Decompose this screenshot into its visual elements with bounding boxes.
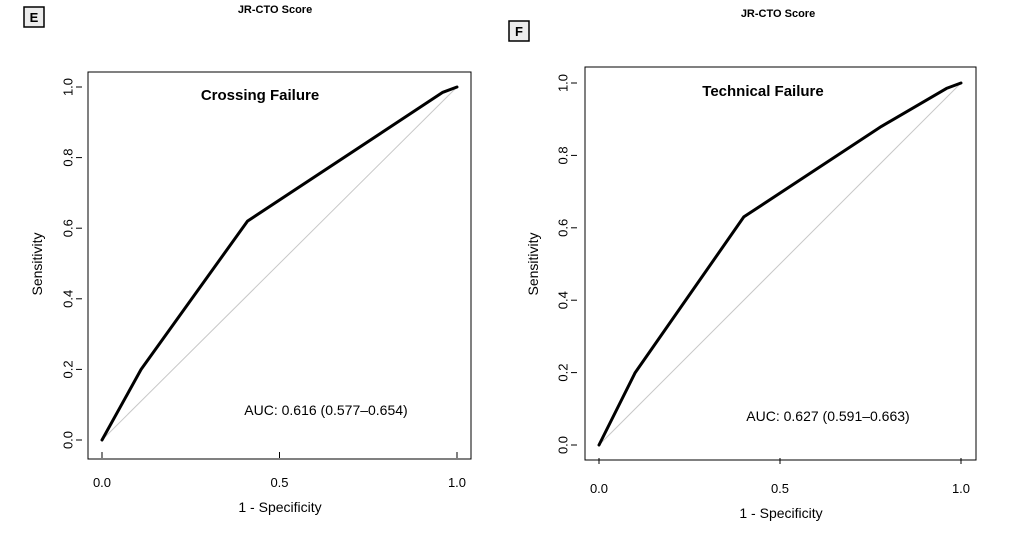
roc-panel-f: F JR-CTO Score Technical Failure 1 - Spe… xyxy=(508,8,977,521)
y-tick-label: 0.2 xyxy=(61,360,76,378)
x-tick-label: 0.5 xyxy=(771,481,789,496)
y-axis-label: Sensitivity xyxy=(29,232,45,295)
y-tick-label: 0.4 xyxy=(556,291,571,309)
panel-label: F xyxy=(515,24,523,39)
chart-title: Technical Failure xyxy=(702,83,823,100)
reference-diagonal xyxy=(598,82,962,446)
y-tick-label: 0.0 xyxy=(556,436,571,454)
roc-curve xyxy=(597,81,963,447)
axis-ticks: 0.0 0.5 1.0 0.0 0.2 0.4 0.6 0.8 1.0 xyxy=(556,74,970,496)
y-tick-label: 0.8 xyxy=(556,146,571,164)
x-tick-label: 0.0 xyxy=(93,475,111,490)
y-tick-label: 0.2 xyxy=(556,364,571,382)
y-tick-label: 0.6 xyxy=(61,219,76,237)
y-tick-label: 1.0 xyxy=(556,74,571,92)
x-tick-label: 1.0 xyxy=(952,481,970,496)
roc-panel-e: E JR-CTO Score Crossing Failure 1 - Spec… xyxy=(23,4,472,515)
y-tick-label: 0.8 xyxy=(61,149,76,167)
panel-label: E xyxy=(30,10,39,25)
reference-diagonal xyxy=(101,86,458,441)
x-axis-label: 1 - Specificity xyxy=(238,499,321,515)
auc-annotation: AUC: 0.616 (0.577–0.654) xyxy=(244,402,407,418)
chart-title: Crossing Failure xyxy=(201,87,319,104)
roc-curve xyxy=(100,85,459,442)
y-tick-label: 1.0 xyxy=(61,78,76,96)
y-tick-label: 0.6 xyxy=(556,219,571,237)
plot-marks xyxy=(597,81,963,447)
y-axis-label: Sensitivity xyxy=(525,232,541,295)
x-tick-label: 0.5 xyxy=(270,475,288,490)
auc-annotation: AUC: 0.627 (0.591–0.663) xyxy=(746,408,909,424)
axis-ticks: 0.0 0.5 1.0 0.0 0.2 0.4 0.6 0.8 1.0 xyxy=(61,78,466,490)
panel-label-box xyxy=(23,6,45,28)
y-tick-label: 0.4 xyxy=(61,290,76,308)
x-tick-label: 1.0 xyxy=(448,475,466,490)
y-tick-label: 0.0 xyxy=(61,431,76,449)
plot-marks xyxy=(100,85,459,442)
figure-suptitle: JR-CTO Score xyxy=(238,4,312,16)
panel-label-box xyxy=(508,20,530,42)
figure-suptitle: JR-CTO Score xyxy=(741,8,815,20)
x-tick-label: 0.0 xyxy=(590,481,608,496)
plot-frame xyxy=(87,71,472,460)
x-axis-label: 1 - Specificity xyxy=(739,505,822,521)
